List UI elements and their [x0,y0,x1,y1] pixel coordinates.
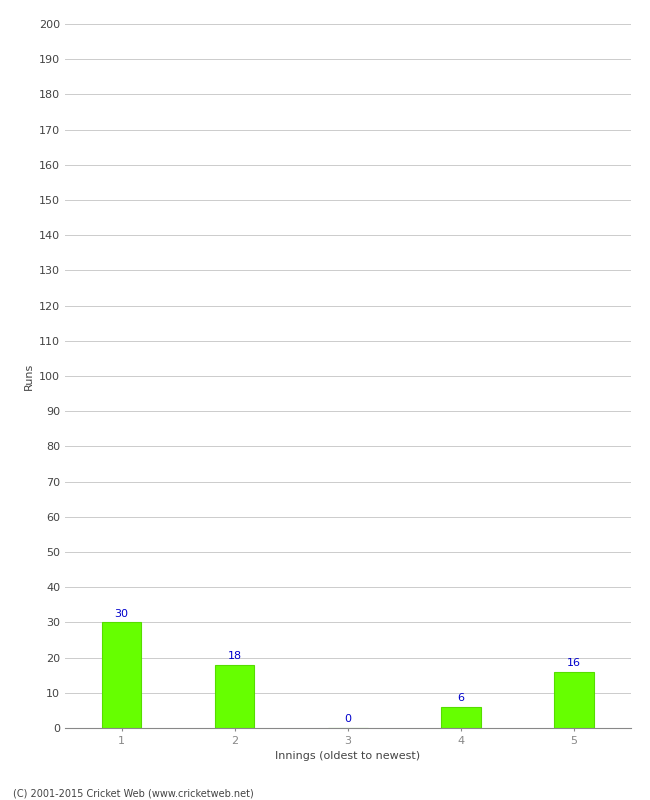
Bar [102,622,141,728]
Text: 6: 6 [458,694,464,703]
Bar [215,665,254,728]
Text: (C) 2001-2015 Cricket Web (www.cricketweb.net): (C) 2001-2015 Cricket Web (www.cricketwe… [13,788,254,798]
X-axis label: Innings (oldest to newest): Innings (oldest to newest) [275,751,421,761]
Bar [441,707,480,728]
Bar [554,672,593,728]
Text: 18: 18 [227,651,242,661]
Text: 0: 0 [344,714,351,725]
Y-axis label: Runs: Runs [23,362,33,390]
Text: 16: 16 [567,658,581,668]
Text: 30: 30 [114,609,129,619]
